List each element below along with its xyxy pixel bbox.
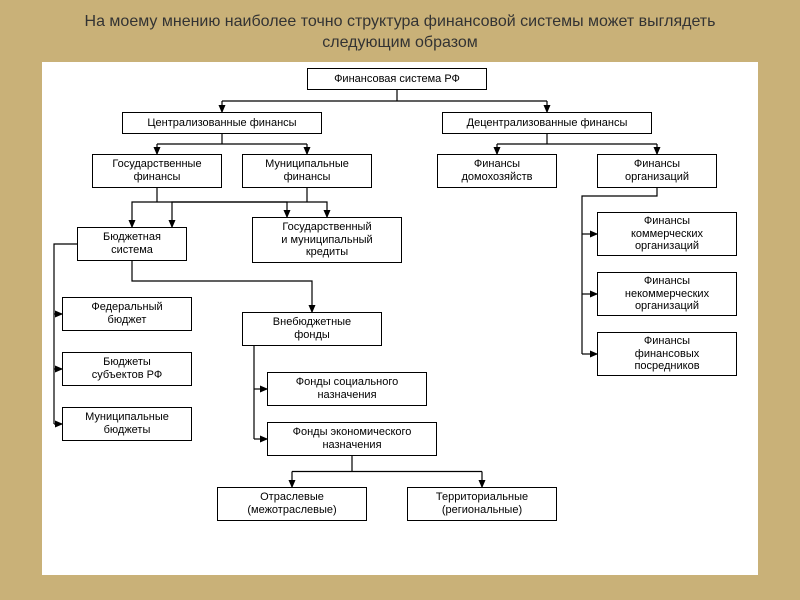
node-bsys: Бюджетнаясистема [77, 227, 187, 261]
node-org: Финансыорганизаций [597, 154, 717, 188]
node-dom: Финансыдомохозяйств [437, 154, 557, 188]
node-nekomm: Финансынекоммерческихорганизаций [597, 272, 737, 316]
node-posr: Финансыфинансовыхпосредников [597, 332, 737, 376]
node-root: Финансовая система РФ [307, 68, 487, 90]
node-munb: Муниципальныебюджеты [62, 407, 192, 441]
node-gmk: Государственныйи муниципальныйкредиты [252, 217, 402, 263]
node-mun: Муниципальныефинансы [242, 154, 372, 188]
node-komm: Финансыкоммерческихорганизаций [597, 212, 737, 256]
node-decent: Децентрализованные финансы [442, 112, 652, 134]
node-soc: Фонды социальногоназначения [267, 372, 427, 406]
node-subj: Бюджетысубъектов РФ [62, 352, 192, 386]
node-terr: Территориальные(региональные) [407, 487, 557, 521]
node-otr: Отраслевые(межотраслевые) [217, 487, 367, 521]
page-title: На моему мнению наиболее точно структура… [0, 0, 800, 62]
node-gos: Государственныефинансы [92, 154, 222, 188]
diagram-canvas: Финансовая система РФ Централизованные фи… [42, 62, 758, 575]
node-vnb: Внебюджетныефонды [242, 312, 382, 346]
node-fed: Федеральныйбюджет [62, 297, 192, 331]
node-cent: Централизованные финансы [122, 112, 322, 134]
node-econ: Фонды экономическогоназначения [267, 422, 437, 456]
